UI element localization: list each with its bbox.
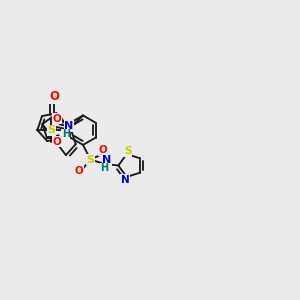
Text: S: S	[47, 125, 56, 135]
Text: O: O	[49, 90, 59, 103]
Text: S: S	[86, 154, 94, 165]
Text: N: N	[102, 155, 112, 165]
Text: H: H	[62, 129, 70, 139]
Text: S: S	[124, 146, 131, 156]
Text: O: O	[74, 166, 83, 176]
Text: O: O	[98, 145, 107, 155]
Text: O: O	[52, 137, 61, 147]
Text: H: H	[100, 164, 109, 173]
Text: N: N	[121, 175, 130, 185]
Text: N: N	[64, 121, 74, 131]
Text: O: O	[52, 114, 61, 124]
